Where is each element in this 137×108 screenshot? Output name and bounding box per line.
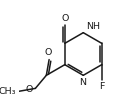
Text: N: N: [79, 78, 86, 87]
Text: NH: NH: [86, 21, 100, 31]
Text: O: O: [62, 14, 69, 23]
Text: F: F: [99, 82, 104, 91]
Text: O: O: [26, 85, 33, 94]
Text: CH₃: CH₃: [0, 87, 16, 96]
Text: O: O: [45, 48, 52, 57]
